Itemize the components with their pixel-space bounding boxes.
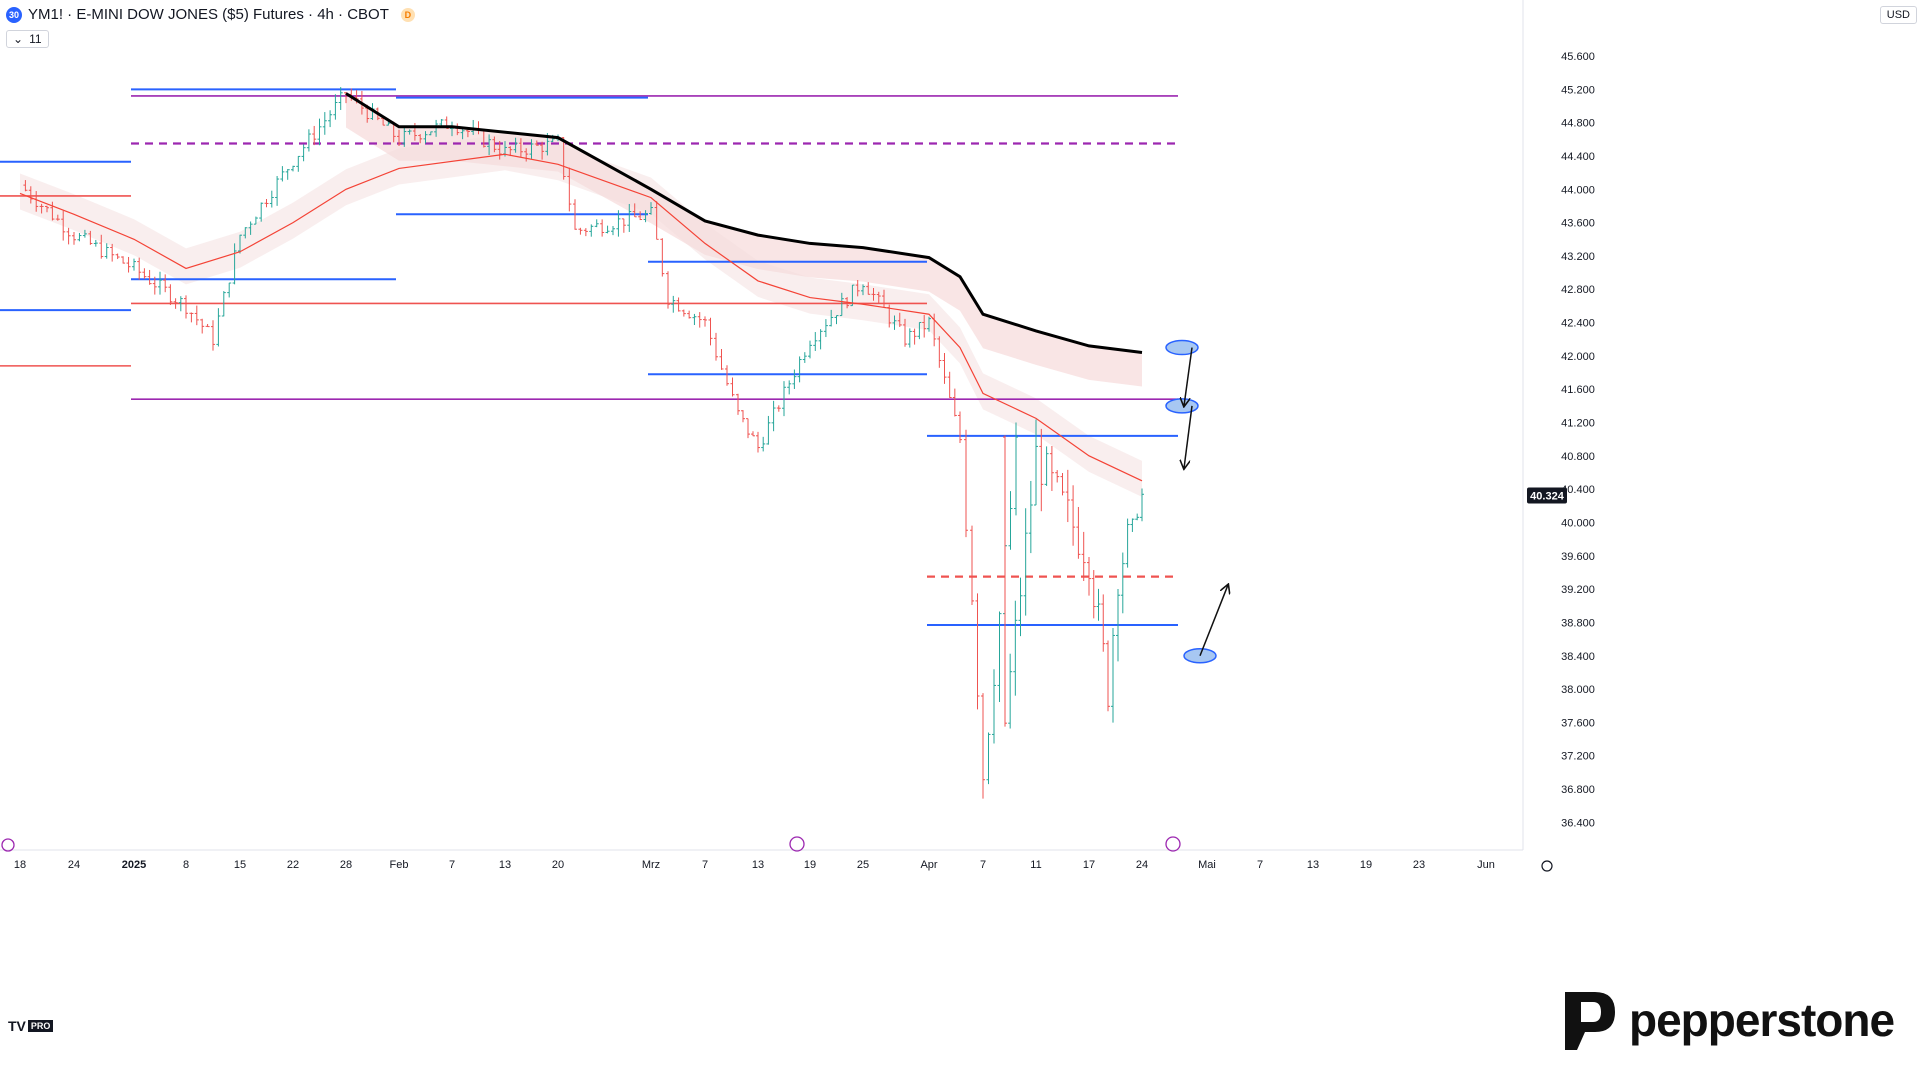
price-tick-label: 44.000 bbox=[1561, 184, 1595, 196]
price-tick-label: 36.800 bbox=[1561, 784, 1595, 796]
time-tick-label: Jun bbox=[1477, 859, 1495, 871]
time-tick-label: 28 bbox=[340, 859, 352, 871]
time-tick-label: 24 bbox=[1136, 859, 1148, 871]
price-tick-label: 44.400 bbox=[1561, 151, 1595, 163]
price-tick-label: 45.200 bbox=[1561, 84, 1595, 96]
time-tick-label: 8 bbox=[183, 859, 189, 871]
time-tick-label: 19 bbox=[804, 859, 816, 871]
delayed-badge[interactable]: D bbox=[400, 7, 415, 22]
annotations bbox=[1165, 339, 1228, 664]
price-tick-label: 42.800 bbox=[1561, 284, 1595, 296]
pepperstone-wordmark: pepperstone bbox=[1629, 994, 1895, 1046]
event-icon bbox=[789, 836, 805, 852]
time-tick-label: 19 bbox=[1360, 859, 1372, 871]
time-tick-label: 13 bbox=[499, 859, 511, 871]
chevron-down-icon: ⌄ bbox=[13, 32, 24, 46]
time-tick-label: 20 bbox=[552, 859, 564, 871]
time-tick-label: 24 bbox=[68, 859, 80, 871]
time-tick-label: 23 bbox=[1413, 859, 1425, 871]
symbol-icon: 30 bbox=[6, 6, 22, 23]
price-tick-label: 36.400 bbox=[1561, 817, 1595, 829]
time-tick-label: 17 bbox=[1083, 859, 1095, 871]
highlight-ellipse bbox=[1165, 398, 1199, 414]
price-tick-label: 43.200 bbox=[1561, 251, 1595, 263]
price-tick-label: 42.400 bbox=[1561, 318, 1595, 330]
pepperstone-logo: pepperstone bbox=[1555, 988, 1895, 1052]
red-ma-band bbox=[20, 134, 1142, 497]
chart-header: 30 YM1! · E-MINI DOW JONES ($5) Futures … bbox=[6, 6, 415, 23]
price-tick-label: 43.600 bbox=[1561, 218, 1595, 230]
price-tick-label: 38.400 bbox=[1561, 651, 1595, 663]
price-tick-label: 38.800 bbox=[1561, 617, 1595, 629]
price-tick-label: 40.400 bbox=[1561, 484, 1595, 496]
pro-badge: PRO bbox=[27, 1020, 54, 1032]
replay-icon bbox=[1, 838, 15, 852]
black-moving-average-line bbox=[345, 92, 1143, 355]
time-axis[interactable]: 18 24 2025 8 15 22 28 Feb 7 13 20 Mrz 7 13 19 25 Apr 7 11 1… bbox=[0, 836, 1553, 872]
last-price-label: 40.324 bbox=[1530, 490, 1565, 502]
time-tick-label: 2025 bbox=[122, 859, 146, 871]
pepperstone-mark-icon bbox=[1565, 992, 1615, 1050]
price-tick-label: 39.200 bbox=[1561, 584, 1595, 596]
direction-arrow bbox=[1184, 347, 1193, 406]
time-tick-label: Mai bbox=[1198, 859, 1216, 871]
time-tick-label: Mrz bbox=[642, 859, 660, 871]
settings-icon bbox=[1541, 860, 1553, 872]
currency-button[interactable]: USD bbox=[1879, 6, 1917, 24]
price-axis[interactable]: 45.600 45.200 44.800 44.400 44.000 43.600 43.2… bbox=[1522, 0, 1595, 850]
direction-arrow bbox=[1199, 585, 1228, 657]
time-tick-label: 22 bbox=[287, 859, 299, 871]
price-tick-label: 38.000 bbox=[1561, 684, 1595, 696]
time-tick-label: 13 bbox=[752, 859, 764, 871]
indicator-toggle-button[interactable]: ⌄ 11 bbox=[6, 30, 49, 48]
flash-icon bbox=[1165, 836, 1181, 852]
moving-averages bbox=[19, 92, 1143, 482]
highlight-ellipse bbox=[1165, 339, 1199, 356]
time-tick-label: 7 bbox=[449, 859, 455, 871]
chart-title[interactable]: YM1! · E-MINI DOW JONES ($5) Futures · 4… bbox=[28, 6, 389, 23]
price-tick-label: 40.000 bbox=[1561, 517, 1595, 529]
price-tick-label: 44.800 bbox=[1561, 118, 1595, 130]
time-tick-label: 11 bbox=[1030, 859, 1041, 871]
price-tick-label: 41.200 bbox=[1561, 418, 1595, 430]
time-tick-label: Apr bbox=[920, 859, 937, 871]
horizontal-levels bbox=[0, 88, 1178, 626]
indicator-count: 11 bbox=[29, 32, 42, 46]
candles bbox=[23, 87, 1144, 799]
tradingview-logo: TV PRO bbox=[8, 1018, 54, 1034]
price-tick-label: 39.600 bbox=[1561, 551, 1595, 563]
direction-arrow bbox=[1184, 405, 1193, 468]
time-tick-label: 7 bbox=[702, 859, 708, 871]
time-tick-label: Feb bbox=[390, 859, 409, 871]
price-tick-label: 37.600 bbox=[1561, 717, 1595, 729]
time-tick-label: 18 bbox=[14, 859, 26, 871]
time-tick-label: 7 bbox=[980, 859, 986, 871]
moving-average-bands bbox=[20, 93, 1142, 497]
last-price-tag bbox=[1527, 487, 1567, 504]
price-tick-label: 37.200 bbox=[1561, 751, 1595, 763]
price-tick-label: 40.800 bbox=[1561, 451, 1595, 463]
time-tick-label: 13 bbox=[1307, 859, 1319, 871]
price-tick-label: 42.000 bbox=[1561, 351, 1595, 363]
tv-logo-text: TV bbox=[8, 1018, 26, 1034]
price-tick-label: 45.600 bbox=[1561, 51, 1595, 63]
price-tick-label: 41.600 bbox=[1561, 384, 1595, 396]
time-tick-label: 25 bbox=[857, 859, 869, 871]
black-ma-band bbox=[346, 93, 1142, 387]
time-tick-label: 15 bbox=[234, 859, 246, 871]
time-tick-label: 7 bbox=[1257, 859, 1263, 871]
red-moving-average-line bbox=[19, 153, 1143, 482]
